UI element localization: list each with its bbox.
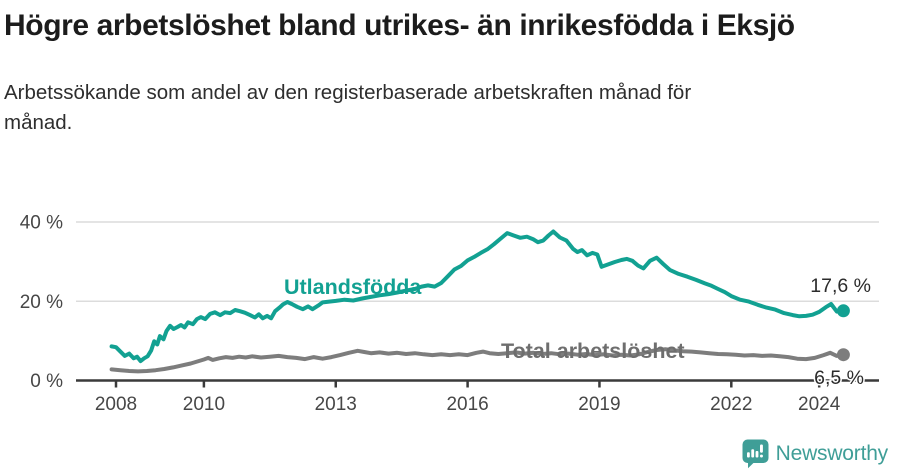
series-end-dot-1 (836, 348, 850, 362)
x-tick-label: 2013 (315, 394, 357, 415)
y-tick-label: 40 % (20, 213, 63, 234)
x-tick-label: 2016 (446, 394, 488, 415)
series-line-0 (109, 229, 846, 364)
series-end-dot-0 (836, 304, 850, 318)
line-chart: 2008 2010 2013 2016 2019 2022 2024 0 % 20 % 40 %… (0, 197, 900, 447)
end-value-label-utlandsfodda: 17,6 % (810, 275, 871, 297)
series-lines (109, 229, 850, 374)
y-axis-labels: 0 % 20 % 40 % (20, 213, 63, 393)
x-axis-ticks: 2008 2010 2013 2016 2019 2022 2024 (95, 380, 841, 415)
chart-canvas: 2008 2010 2013 2016 2019 2022 2024 0 % 20 % 40 %… (20, 213, 879, 415)
series-line-1 (109, 347, 846, 374)
newsworthy-logo-icon (742, 439, 769, 469)
x-tick-label: 2019 (578, 394, 620, 415)
y-tick-label: 20 % (20, 292, 63, 313)
y-tick-label: 0 % (30, 371, 63, 392)
newsworthy-logo-text: Newsworthy (775, 442, 889, 465)
x-tick-label: 2022 (710, 394, 752, 415)
series-label-utlandsfodda: Utlandsfödda (284, 275, 422, 299)
end-value-label-total: 6,5 % (814, 367, 864, 389)
header: Högre arbetslöshet bland utrikes- än inr… (0, 0, 900, 139)
newsworthy-brand: Newsworthy (742, 439, 888, 469)
series-label-total-arbetsloshet: Total arbetslöshet (501, 339, 685, 363)
x-tick-label: 2008 (95, 394, 137, 415)
x-tick-label: 2010 (183, 394, 225, 415)
x-tick-label: 2024 (798, 394, 841, 415)
chart-subtitle: Arbetssökande som andel av den registerb… (4, 80, 692, 135)
page-title: Högre arbetslöshet bland utrikes- än inr… (4, 9, 795, 42)
